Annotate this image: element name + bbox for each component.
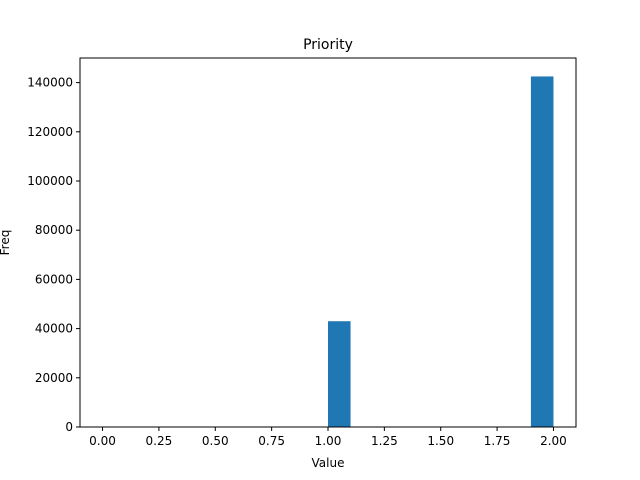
histogram-bar-0 xyxy=(328,321,351,427)
x-axis-label: Value xyxy=(312,456,345,470)
y-tick-label: 80000 xyxy=(35,223,73,237)
chart-title: Priority xyxy=(303,37,353,53)
y-tick-label: 0 xyxy=(65,420,73,434)
bars-group xyxy=(328,76,554,427)
x-tick-label: 2.00 xyxy=(540,434,567,448)
x-tick-label: 1.75 xyxy=(484,434,511,448)
y-axis-label: Freq xyxy=(0,230,12,256)
x-tick-label: 0.25 xyxy=(146,434,173,448)
y-tick-label: 20000 xyxy=(35,371,73,385)
y-tick-label: 40000 xyxy=(35,322,73,336)
y-tick-label: 140000 xyxy=(27,76,73,90)
x-tick-label: 0.00 xyxy=(89,434,116,448)
x-tick-label: 1.00 xyxy=(315,434,342,448)
y-tick-label: 60000 xyxy=(35,272,73,286)
y-axis-ticks: 0 20000 40000 60000 80000 100000 120000 140000 xyxy=(27,76,80,434)
y-tick-label: 120000 xyxy=(27,125,73,139)
x-tick-label: 0.75 xyxy=(258,434,285,448)
x-tick-label: 1.50 xyxy=(427,434,454,448)
histogram-bar-1 xyxy=(530,76,554,427)
x-tick-label: 1.25 xyxy=(371,434,398,448)
x-axis-ticks: 0.00 0.25 0.50 0.75 1.00 1.25 1.50 1.75 2.00 xyxy=(89,427,567,448)
x-tick-label: 0.50 xyxy=(202,434,229,448)
y-tick-label: 100000 xyxy=(27,174,73,188)
